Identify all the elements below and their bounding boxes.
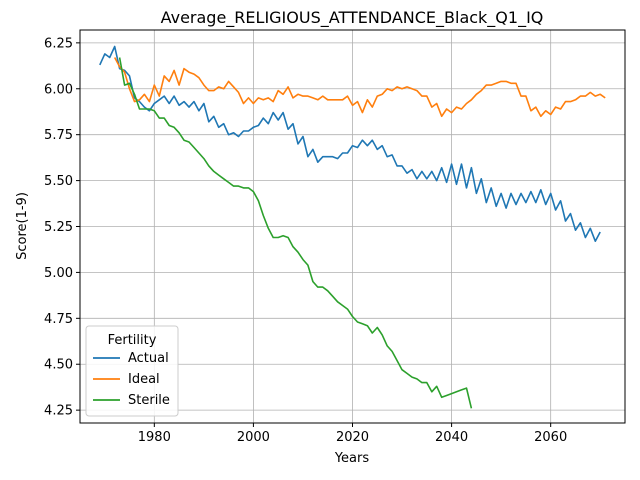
legend-label-ideal: Ideal [128, 372, 160, 387]
chart-title: Average_RELIGIOUS_ATTENDANCE_Black_Q1_IQ [161, 8, 544, 28]
x-axis: 1980 2000 2020 2040 2060 [138, 423, 567, 445]
y-tick-label: 4.75 [44, 312, 73, 327]
legend-label-actual: Actual [128, 351, 169, 366]
x-tick-label: 2000 [237, 430, 270, 445]
y-tick-label: 4.25 [44, 404, 73, 419]
y-tick-label: 5.50 [44, 174, 73, 189]
y-tick-label: 6.25 [44, 36, 73, 51]
y-tick-label: 5.25 [44, 220, 73, 235]
y-tick-label: 5.00 [44, 266, 73, 281]
grid [80, 30, 625, 423]
legend: Fertility Actual Ideal Sterile [85, 325, 179, 417]
series-line-sterile [118, 57, 473, 409]
y-tick-label: 6.00 [44, 82, 73, 97]
x-tick-label: 2020 [336, 430, 369, 445]
x-tick-label: 2060 [534, 430, 567, 445]
x-axis-label: Years [334, 451, 370, 466]
y-axis: 4.25 4.50 4.75 5.00 5.25 5.50 5.75 6.00 6.25 [44, 36, 80, 419]
series-line-actual [99, 45, 601, 242]
x-tick-label: 1980 [138, 430, 171, 445]
legend-label-sterile: Sterile [128, 393, 170, 408]
y-axis-label: Score(1-9) [15, 192, 30, 260]
x-tick-label: 2040 [435, 430, 468, 445]
legend-title: Fertility [108, 333, 157, 348]
series-layer [99, 45, 606, 409]
series-line-ideal [113, 57, 606, 118]
y-tick-label: 4.50 [44, 358, 73, 373]
y-tick-label: 5.75 [44, 128, 73, 143]
legend-box [85, 325, 179, 417]
